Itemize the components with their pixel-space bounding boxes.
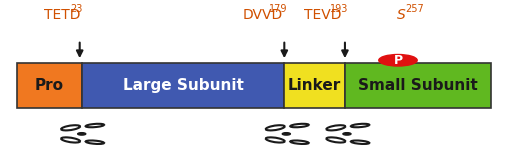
Bar xyxy=(284,63,345,108)
Text: Linker: Linker xyxy=(288,78,341,93)
Text: S: S xyxy=(396,8,405,22)
Bar xyxy=(345,63,491,108)
Text: TETD: TETD xyxy=(44,8,81,22)
Text: 23: 23 xyxy=(71,4,83,14)
Text: 179: 179 xyxy=(269,4,288,14)
Bar xyxy=(17,63,82,108)
Circle shape xyxy=(343,133,351,135)
Bar xyxy=(82,63,284,108)
Circle shape xyxy=(282,133,291,135)
Text: Small Subunit: Small Subunit xyxy=(358,78,478,93)
Text: 257: 257 xyxy=(405,4,424,14)
Text: DVVD: DVVD xyxy=(243,8,283,22)
Text: Pro: Pro xyxy=(35,78,64,93)
Text: TEVD: TEVD xyxy=(303,8,341,22)
Circle shape xyxy=(78,133,86,135)
Text: P: P xyxy=(393,54,402,67)
Circle shape xyxy=(379,55,417,66)
Text: 193: 193 xyxy=(330,4,348,14)
Text: Large Subunit: Large Subunit xyxy=(123,78,244,93)
